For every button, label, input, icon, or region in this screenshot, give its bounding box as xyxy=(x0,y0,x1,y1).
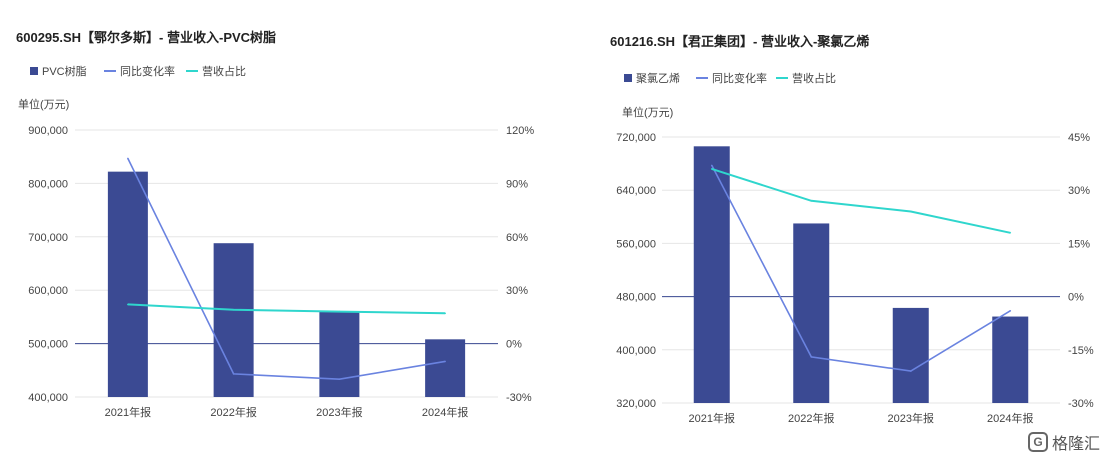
yoy-point xyxy=(710,164,713,167)
bar xyxy=(213,243,254,397)
watermark-logo-icon: G xyxy=(1027,432,1048,452)
bar xyxy=(992,316,1029,403)
y-tick-label: 800,000 xyxy=(28,178,68,190)
share-line xyxy=(127,303,446,315)
share-line xyxy=(711,167,1011,234)
x-tick-label: 2021年报 xyxy=(689,411,735,425)
legend-swatch-bar xyxy=(30,67,38,75)
bar xyxy=(793,223,830,403)
y-tick-label: 500,000 xyxy=(28,339,68,351)
yoy-point xyxy=(127,157,129,160)
chart-title: 601216.SH【君正集团】- 营业收入-聚氯乙烯 xyxy=(610,34,869,49)
yoy-point xyxy=(1009,309,1012,312)
yoy-point xyxy=(810,356,813,358)
watermark-text: 格隆汇 xyxy=(1051,436,1100,453)
y2-tick-label: 45% xyxy=(1068,132,1090,144)
y2-tick-label: -30% xyxy=(506,392,532,404)
legend-label: 同比变化率 xyxy=(120,64,175,78)
y-tick-label: 640,000 xyxy=(616,185,656,197)
y-tick-label: 700,000 xyxy=(28,232,68,244)
y2-tick-label: -30% xyxy=(1068,398,1094,410)
y2-tick-label: 30% xyxy=(506,285,528,297)
x-tick-label: 2022年报 xyxy=(788,411,834,425)
share-point xyxy=(232,308,235,311)
yoy-line xyxy=(711,165,1011,372)
x-tick-label: 2024年报 xyxy=(987,411,1033,425)
y2-tick-label: 30% xyxy=(1068,185,1090,197)
legend-swatch-bar xyxy=(624,74,632,82)
y2-tick-label: -15% xyxy=(1068,345,1094,357)
x-tick-label: 2024年报 xyxy=(422,405,468,419)
chart-panel-right: 601216.SH【君正集团】- 营业收入-聚氯乙烯聚氯乙烯 同比变化率 营收占比单… xyxy=(590,0,1108,460)
x-tick-label: 2021年报 xyxy=(105,405,151,419)
share-point xyxy=(338,310,341,313)
y2-tick-label: 0% xyxy=(506,339,522,351)
y-tick-label: 900,000 xyxy=(28,125,68,137)
y-tick-label: 560,000 xyxy=(616,238,656,250)
y-tick-label: 480,000 xyxy=(616,292,656,304)
bar xyxy=(107,171,148,397)
share-point xyxy=(444,312,446,315)
yoy-point xyxy=(444,360,446,363)
y2-tick-label: 60% xyxy=(506,232,528,244)
y-tick-label: 320,000 xyxy=(616,398,656,410)
share-point xyxy=(810,200,813,202)
chart-left: 600295.SH【鄂尔多斯】- 营业收入-PVC树脂 PVC树脂 同比变化率 营收占… xyxy=(16,30,534,419)
yoy-point xyxy=(909,370,912,372)
unit-label: 单位(万元) xyxy=(18,97,69,111)
y2-tick-label: 15% xyxy=(1068,238,1090,250)
y2-tick-label: 90% xyxy=(506,178,528,190)
yoy-point xyxy=(338,378,341,381)
watermark: G 格隆汇 xyxy=(1027,430,1100,454)
unit-label: 单位(万元) xyxy=(622,105,673,119)
chart-panel-left: 600295.SH【鄂尔多斯】- 营业收入-PVC树脂 PVC树脂 同比变化率 营收占… xyxy=(16,30,534,419)
yoy-line xyxy=(127,158,446,381)
legend-label: 营收占比 xyxy=(792,71,836,85)
legend-label: 营收占比 xyxy=(202,64,246,78)
share-point xyxy=(127,303,129,306)
legend-label: 同比变化率 xyxy=(712,71,767,85)
y2-tick-label: 120% xyxy=(506,125,534,137)
y-tick-label: 400,000 xyxy=(28,392,68,404)
share-point xyxy=(710,168,713,170)
y-tick-label: 720,000 xyxy=(616,132,656,144)
legend-label: 聚氯乙烯 xyxy=(636,71,680,85)
bar xyxy=(892,307,929,403)
yoy-point xyxy=(232,373,235,375)
y-tick-label: 600,000 xyxy=(28,285,68,297)
chart-title: 600295.SH【鄂尔多斯】- 营业收入-PVC树脂 xyxy=(16,30,276,45)
y2-tick-label: 0% xyxy=(1068,292,1084,304)
bar xyxy=(425,339,466,397)
legend-label: PVC树脂 xyxy=(42,64,87,78)
share-point xyxy=(1009,231,1012,234)
x-tick-label: 2022年报 xyxy=(210,405,256,419)
x-tick-label: 2023年报 xyxy=(316,405,362,419)
x-tick-label: 2023年报 xyxy=(888,411,934,425)
share-point xyxy=(909,210,912,213)
bar xyxy=(693,146,730,403)
bar xyxy=(319,311,360,397)
y-tick-label: 400,000 xyxy=(616,345,656,357)
